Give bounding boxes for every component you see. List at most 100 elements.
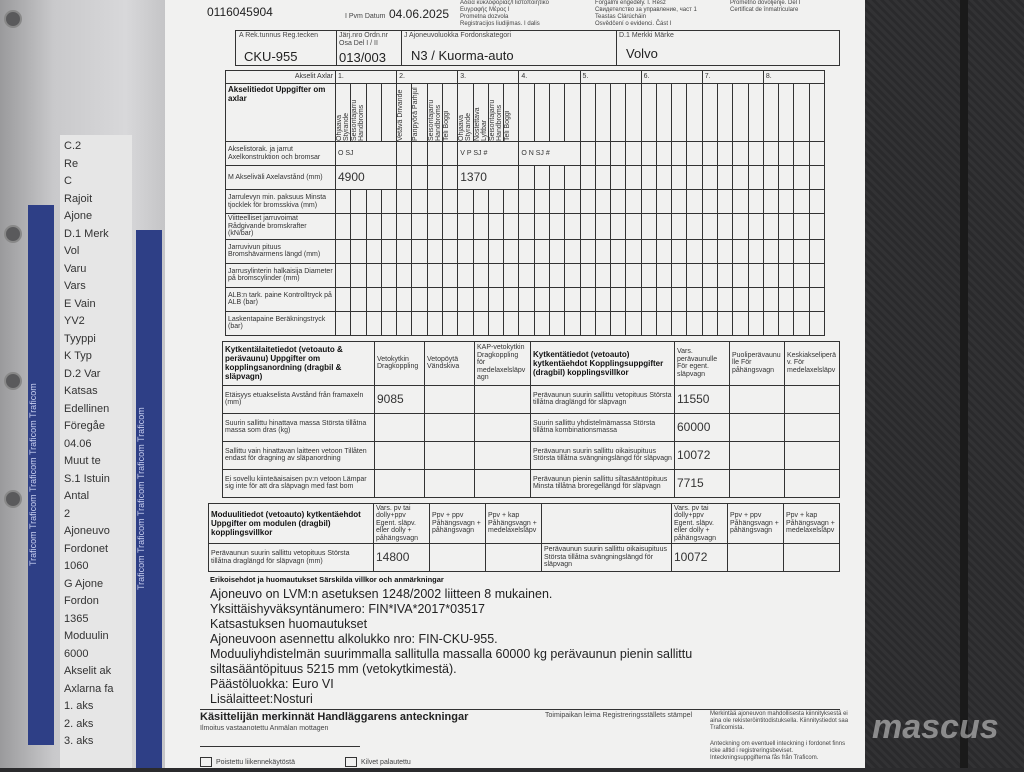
remark-line: Ajoneuvo on LVM:n asetuksen 1248/2002 li… [210,587,553,601]
underlying-text: Rajoit [64,192,93,205]
module-col2: Ppv + ppv Påhängsvagn + påhängsvagn [727,502,784,544]
checkbox-removed[interactable]: Poistettu liikennekäytöstä [200,757,295,767]
underlying-text: Re [64,157,79,170]
coupling-value2: 60000 [674,412,730,442]
coupling-value [374,440,425,470]
axle-row: M Akseliväli Axelavstånd (mm) 4900 1370 [225,165,826,190]
coupling-value [374,412,425,442]
axle-row-label: M Akseliväli Axelavstånd (mm) [225,165,336,190]
underlying-text: Vol [64,245,80,257]
underlying-text: D.1 Merk [64,227,109,240]
coupling-col: Vetokytkin Dragkoppling [374,340,425,386]
binder-ring [4,10,22,28]
coupling-value2: 11550 [674,384,730,414]
underlying-text: Axlarna fa [64,682,114,695]
underlying-text: Vars [64,280,86,292]
module-col: Vars. pv tai dolly+ppv Egent. släpv. ell… [373,502,430,544]
underlying-text: Ajone [64,210,93,222]
received-line [200,746,360,747]
axle-value: O SJ [334,141,398,166]
coupling-col: Vetopöytä Vändskiva [424,340,475,386]
axles-title: Akselitiedot Uppgifter om axlar [225,83,336,142]
coupling-row-label: Ei sovellu kiinteäaisaisen pv:n vetoon L… [222,468,375,498]
underlying-text: S.1 Istuin [64,472,110,485]
remark-line: Yksittäishyväksyntänumero: FIN*IVA*2017*… [210,602,485,616]
coupling-col2: Puoliperävaunulle För påhängsvagn [729,340,785,386]
module-value2: 10072 [671,543,728,572]
binder-ring [4,372,22,390]
ordnr-value: 013/003 [339,50,386,65]
coupling-row-label: Etäisyys etuakselista Avstånd från frama… [222,384,375,414]
underlying-text: 2 [64,507,71,520]
coupling-col2: Keskiakseliperäv. För medelaxelsläpv [784,340,840,386]
checkbox-removed-label: Poistettu liikennekäytöstä [216,758,295,766]
header-language: Prometna dozvola [460,14,509,20]
header-language: Forgalmi engedély. I. Rész [595,0,666,6]
header-language: Osvědčení o evidenci. Část I [595,21,672,27]
underlying-text: E Vain [64,297,96,310]
coupling-value2: 7715 [674,468,730,498]
axle-row: ALB:n tark. paine Kontrolltryck på ALB (… [225,286,826,312]
axle-row-label: Laskentapaine Beräkningstryck (bar) [225,310,336,336]
underlying-text: 2. aks [64,717,94,730]
handler-stamp: Toimipaikan leima Registreringsställets … [545,712,693,719]
underlying-text: Akselit ak [64,665,112,677]
module-col: Ppv + kap Påhängsvagn + medelaxelsläpv [485,502,542,544]
module-col2: Ppv + kap Påhängsvagn + medelaxelsläpv [783,502,840,544]
header-language: Αδεια κυκλοφορίας/Πιστοποιητικό [460,0,549,6]
axle-row-label: ALB:n tark. paine Kontrolltryck på ALB (… [225,286,336,312]
remarks-lines: Ajoneuvo on LVM:n asetuksen 1248/2002 li… [210,587,840,707]
underlying-text: K Typ [64,350,92,362]
document-number: 0116045904 [207,5,273,19]
axle-number: 6. [640,70,703,84]
header-language: Свидетелство за управление, част 1 [595,7,697,13]
module-row-label2: Perävaunun suurin sallittu oikaisupituus… [541,543,672,572]
axles-header: Akselit Axlar [225,70,336,84]
axle-sub-label: Paripyörä Parhjul [412,87,420,141]
underlying-text: 1. aks [64,700,94,712]
module-value: 14800 [373,543,430,572]
remark-line: siltasääntöpituus 5215 mm (vetokytkimest… [210,662,457,676]
make-label: D.1 Merkki Märke [619,32,674,39]
axle-row-label: Jarrulevyn min. paksuus Minsta tjocklek … [225,189,336,214]
header-language: Teastas Clárúcháin [595,14,647,20]
axle-sub-label: Seisontajarru Handbroms [488,99,503,141]
category-label: J Ajoneuvoluokka Fordonskategori [404,32,512,39]
remark-line: Lisälaitteet:Nosturi [210,692,313,706]
header-language: Ευγραφής Μέρος Ι [460,7,510,13]
traficom-strip: Traficom Traficom Traficom Traficom Traf… [136,230,162,768]
coupling-row: Ei sovellu kiinteäaisaisen pv:n vetoon L… [222,468,840,498]
reg-value: CKU-955 [244,49,298,64]
header-language: Certificat de înmatriculare [730,7,799,13]
underlying-text: Moduulin [64,630,109,642]
registration-document: 0116045904 I Pvm Datum 04.06.2025 Αδεια … [165,0,865,768]
binder-ring [4,490,22,508]
module-title: Moduulitiedot (vetoauto) kytkentäehdot U… [208,502,374,544]
axle-sub-label: Ohjaava Styrande [336,112,350,141]
traficom-strip: Traficom Traficom Traficom Traficom Traf… [28,205,54,745]
axle-row-label: Jarruvivun pituus Bromshävarmens längd (… [225,238,336,264]
underlying-text: 3. aks [64,735,94,747]
checkbox-plates[interactable]: Kilvet palautettu [345,757,411,767]
coupling-row-label2: Perävaunun pienin sallittu siltasääntöpi… [530,468,675,498]
handler-received: Ilmoitus vastaanotettu Anmälan mottagen [200,725,329,732]
underlying-text: Edellinen [64,402,110,415]
axle-sub-label: Teli Boggi [504,110,512,141]
module-row-label: Perävaunun suurin sallittu vetopituus St… [208,543,374,572]
axle-value: V P SJ # [457,141,520,166]
handler-title: Käsittelijän merkinnät Handläggarens ant… [200,711,469,723]
axle-sub-label: Ohjaava Styrande [458,112,473,141]
underlying-text: Föregåe [64,420,105,432]
coupling-value [374,468,425,498]
coupling-row-label: Suurin sallittu hinattava massa Största … [222,412,375,442]
coupling-title: Kytkentälaitetiedot (vetoauto & perävaun… [222,340,375,386]
underlying-text: Antal [64,490,90,502]
seat-seam [960,0,968,768]
underlying-text: 1365 [64,612,89,625]
module-table: Moduulitiedot (vetoauto) kytkentäehdot U… [208,502,840,572]
coupling-row: Suurin sallittu hinattava massa Största … [222,412,840,442]
axle-number: 5. [579,70,642,84]
underlying-text: C.2 [64,140,82,152]
coupling-title2: Kytkentätiedot (vetoauto) kytkentäehdot … [530,340,675,386]
date-value: 04.06.2025 [389,7,450,21]
